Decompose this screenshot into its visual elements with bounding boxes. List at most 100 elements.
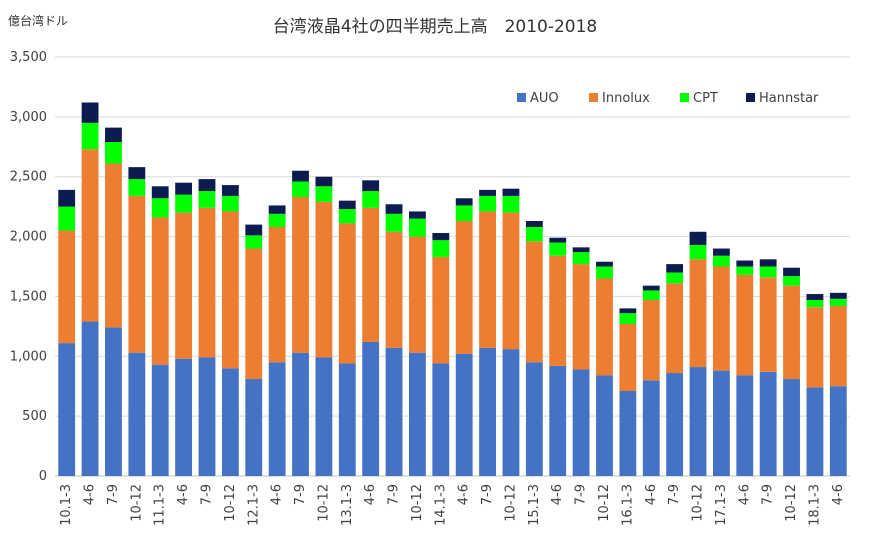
y-tick-label: 500 [22, 409, 47, 424]
bar-segment-hannstar [268, 205, 286, 214]
bar-segment-innolux [362, 207, 380, 342]
legend-swatch [680, 93, 689, 102]
bar-segment-hannstar [712, 248, 730, 256]
bar-segment-innolux [736, 274, 754, 376]
y-tick-label: 2,000 [10, 230, 47, 245]
legend-swatch [589, 93, 598, 102]
x-tick-label: 7-9 [387, 484, 402, 505]
legend-label: AUO [530, 91, 559, 106]
bar-segment-auo [198, 357, 216, 476]
bar-segment-cpt [572, 252, 590, 265]
bar-segment-cpt [829, 298, 847, 307]
x-tick-label: 4-6 [644, 484, 659, 505]
bar-segment-hannstar [829, 292, 847, 299]
bar-segment-auo [666, 373, 684, 476]
bar-segment-auo [338, 363, 356, 476]
bar-segment-innolux [642, 300, 660, 381]
bar-segment-innolux [198, 207, 216, 358]
bar-segment-innolux [338, 223, 356, 364]
bar-segment-auo [221, 368, 239, 476]
bar-segment-cpt [198, 191, 216, 208]
bar-segment-cpt [712, 255, 730, 267]
x-tick-label: 14.1-3 [433, 484, 448, 526]
bar-segment-auo [806, 387, 824, 476]
bar-segment-innolux [409, 236, 426, 353]
bar-segment-hannstar [105, 127, 122, 142]
y-tick-label: 0 [39, 469, 47, 484]
bar-segment-hannstar [245, 224, 263, 236]
bar-segment-auo [642, 380, 660, 476]
bar-segment-hannstar [806, 294, 824, 301]
bar-segment-auo [455, 353, 473, 476]
x-tick-label: 10-12 [597, 484, 612, 522]
x-tick-label: 10-12 [223, 484, 238, 522]
bar-segment-hannstar [666, 264, 684, 273]
y-tick-label: 1,500 [10, 289, 47, 304]
x-tick-label: 16.1-3 [620, 484, 635, 526]
bar-segment-hannstar [385, 204, 403, 214]
bar-segment-cpt [642, 290, 660, 301]
bar-segment-hannstar [783, 267, 800, 277]
bar-segment-cpt [338, 209, 356, 224]
bar-segment-cpt [479, 195, 496, 212]
x-tick-label: 4-6 [457, 484, 472, 505]
bar-segment-innolux [759, 277, 777, 372]
x-tick-label: 10-12 [784, 484, 799, 522]
x-tick-label: 4-6 [363, 484, 378, 505]
chart-title: 台湾液晶4社の四半期売上高 2010-2018 [272, 17, 598, 37]
y-tick-label: 3,000 [10, 110, 47, 125]
bar-segment-innolux [128, 195, 146, 353]
bar-segment-auo [619, 391, 637, 476]
bar-segment-innolux [572, 264, 590, 370]
x-tick-label: 7-9 [761, 484, 776, 505]
bar-segment-innolux [268, 226, 286, 363]
bar-segment-auo [409, 352, 426, 476]
bar-segment-hannstar [362, 180, 380, 192]
x-tick-label: 10-12 [410, 484, 425, 522]
bar-segment-auo [128, 352, 146, 476]
x-tick-label: 7-9 [667, 484, 682, 505]
bar-segment-innolux [81, 149, 99, 322]
bar-segment-innolux [806, 307, 824, 388]
x-tick-label: 4-6 [83, 484, 98, 505]
bar-segment-hannstar [221, 185, 239, 196]
bar-segment-innolux [783, 285, 800, 380]
y-tick-label: 3,500 [10, 50, 47, 65]
legend-label: Innolux [602, 91, 650, 106]
bar-segment-hannstar [525, 221, 543, 227]
x-tick-label: 10-12 [129, 484, 144, 522]
x-tick-label: 4-6 [550, 484, 565, 505]
x-tick-label: 18.1-3 [807, 484, 822, 526]
bar-segment-hannstar [759, 259, 777, 267]
bar-segment-cpt [432, 240, 450, 257]
bar-segment-cpt [58, 206, 76, 231]
bar-segment-innolux [245, 248, 263, 380]
bar-segment-auo [245, 379, 263, 476]
bar-segment-auo [268, 362, 286, 476]
x-tick-label: 7-9 [199, 484, 214, 505]
bar-segment-cpt [549, 242, 567, 256]
bar-segment-hannstar [81, 102, 99, 123]
bar-segment-cpt [619, 313, 637, 324]
bar-segment-cpt [315, 186, 333, 202]
bar-segment-auo [596, 375, 613, 476]
bar-segment-innolux [619, 323, 637, 392]
bar-segment-innolux [549, 255, 567, 366]
bar-segment-hannstar [736, 260, 754, 267]
bar-segment-innolux [596, 278, 613, 376]
bar-segment-cpt [409, 218, 426, 237]
legend-label: CPT [693, 91, 718, 106]
bar-segment-hannstar [572, 247, 590, 253]
bar-segment-innolux [221, 211, 239, 369]
bar-segment-cpt [81, 122, 99, 150]
bar-segment-auo [105, 327, 122, 476]
bar-segment-hannstar [642, 285, 660, 291]
bar-segment-auo [58, 343, 76, 476]
bar-segment-innolux [175, 212, 193, 359]
x-tick-label: 4-6 [176, 484, 191, 505]
unit-label: 億台湾ドル [8, 14, 69, 28]
bar-segment-cpt [455, 205, 473, 222]
bar-segment-auo [525, 362, 543, 476]
x-tick-label: 10-12 [503, 484, 518, 522]
